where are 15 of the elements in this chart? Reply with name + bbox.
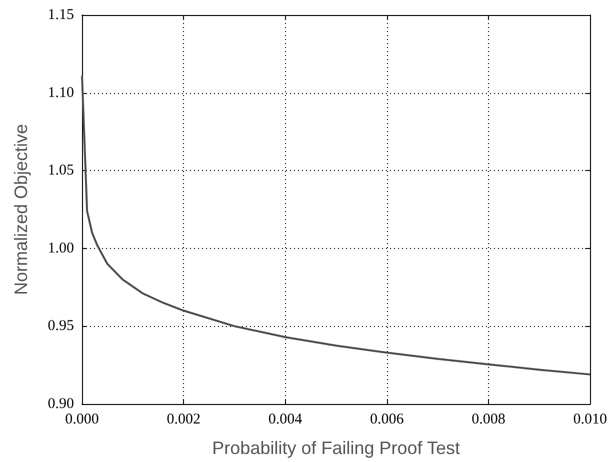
x-tick-label: 0.004 [268, 412, 303, 428]
y-tick-label: 1.05 [48, 162, 74, 179]
x-tick-label: 0.008 [472, 412, 506, 428]
x-axis-title: Probability of Failing Proof Test [212, 438, 460, 458]
x-tick-label: 0.002 [166, 412, 200, 428]
y-tick-label: 1.15 [48, 7, 74, 23]
x-tick-label: 0.010 [573, 412, 607, 428]
x-tick-label: 0.006 [370, 412, 404, 428]
y-tick-label: 1.10 [48, 84, 74, 101]
y-tick-label: 0.90 [48, 396, 74, 412]
x-tick-label: 0.000 [65, 412, 99, 428]
y-tick-label: 1.00 [48, 240, 74, 256]
y-tick-label: 0.95 [48, 318, 74, 334]
y-axis-title: Normalized Objective [11, 124, 31, 296]
line-series [81, 74, 592, 376]
